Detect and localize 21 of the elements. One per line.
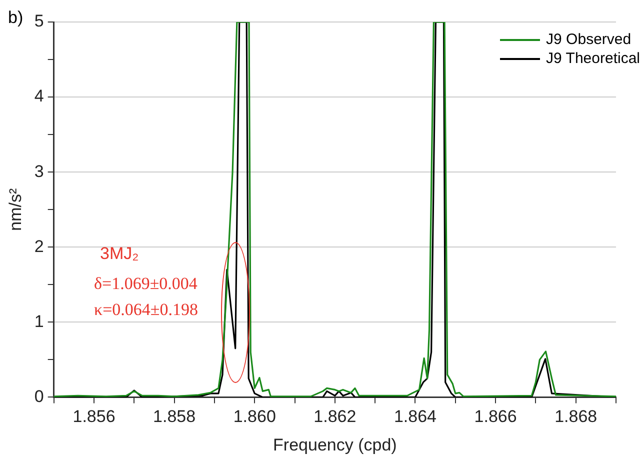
legend-label: J9 Observed	[546, 31, 632, 48]
annotation: κ=0.064±0.198	[94, 300, 198, 320]
x-tick-label: 1.858	[153, 407, 196, 426]
y-tick-label: 3	[34, 162, 44, 181]
y-tick-label: 2	[34, 236, 44, 256]
x-tick-label: 1.868	[554, 407, 598, 426]
y-tick-label: 1	[34, 312, 44, 331]
annotation: 3MJ₂	[100, 244, 139, 264]
text: 1.860	[233, 407, 276, 426]
y-tick-label: 5	[34, 12, 44, 31]
x-tick-label: 1.856	[72, 407, 116, 426]
text: b)	[8, 8, 24, 28]
y-tick-label: 4	[34, 86, 44, 106]
x-axis-title: Frequency (cpd)	[273, 435, 397, 454]
x-tick-label: 1.866	[474, 407, 517, 426]
annotation: δ=1.069±0.004	[94, 274, 198, 294]
x-tick-label: 1.862	[314, 407, 356, 426]
y-tick-label: 0	[34, 386, 44, 406]
x-tick-label: 1.864	[394, 407, 437, 426]
legend-label: J9 Theoretical	[546, 50, 640, 67]
y-axis-title: nm/s²	[6, 188, 25, 231]
